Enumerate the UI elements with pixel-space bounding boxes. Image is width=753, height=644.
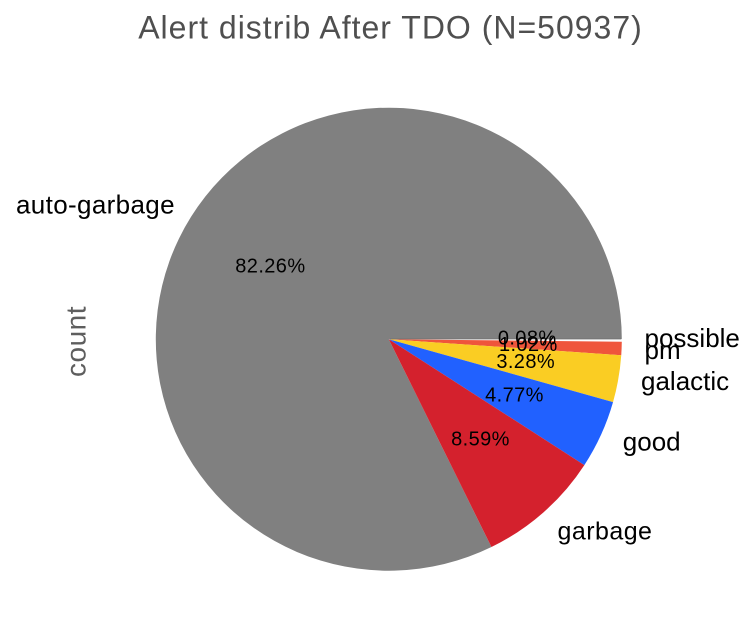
svg-text:possible: possible bbox=[645, 323, 740, 353]
svg-text:good: good bbox=[623, 427, 681, 457]
svg-text:galactic: galactic bbox=[641, 366, 729, 396]
svg-text:0.08%: 0.08% bbox=[498, 328, 557, 350]
svg-text:count: count bbox=[61, 306, 92, 377]
svg-text:auto-garbage: auto-garbage bbox=[16, 189, 175, 219]
svg-text:8.59%: 8.59% bbox=[451, 429, 510, 451]
svg-text:82.26%: 82.26% bbox=[235, 255, 305, 277]
svg-text:pm: pm bbox=[645, 335, 681, 365]
svg-text:garbage: garbage bbox=[558, 517, 653, 545]
svg-text:3.28%: 3.28% bbox=[496, 351, 555, 373]
svg-text:Alert distrib After TDO (N=509: Alert distrib After TDO (N=50937) bbox=[138, 10, 643, 46]
svg-text:1.02%: 1.02% bbox=[499, 334, 558, 356]
svg-text:4.77%: 4.77% bbox=[485, 385, 544, 407]
